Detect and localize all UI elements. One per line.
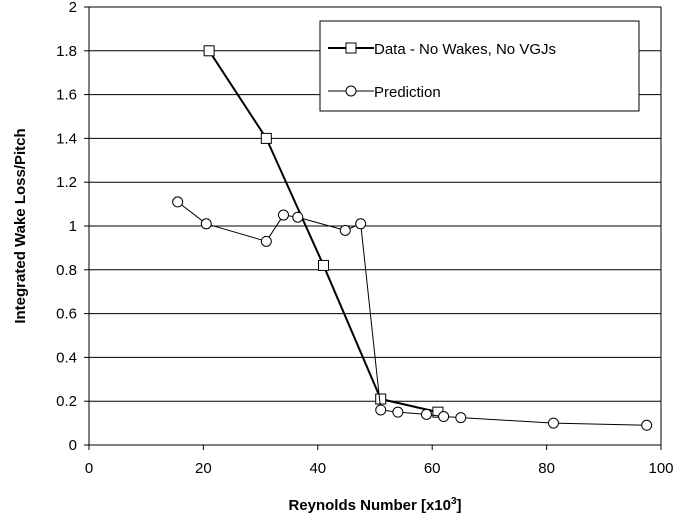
x-tick-label-3: 60 xyxy=(424,460,441,477)
y-tick-label-0: 0 xyxy=(69,437,77,454)
series-0 xyxy=(203,45,444,418)
x-tick-label-2: 40 xyxy=(309,460,326,477)
legend-box xyxy=(319,20,640,112)
y-axis-title: Integrated Wake Loss/Pitch xyxy=(12,128,29,323)
legend: Data - No Wakes, No VGJs Prediction xyxy=(319,20,640,112)
point-1-0 xyxy=(172,196,184,208)
y-tick-label-10: 2 xyxy=(69,0,77,16)
legend-marker-prediction xyxy=(345,85,357,97)
y-tick-label-6: 1.2 xyxy=(56,174,77,191)
point-1-11 xyxy=(455,412,467,424)
y-tick-label-4: 0.8 xyxy=(56,262,77,279)
point-1-13 xyxy=(641,419,653,431)
y-tick-label-5: 1 xyxy=(69,218,77,235)
point-1-1 xyxy=(200,218,212,230)
point-0-1 xyxy=(260,132,272,144)
x-axis-title: Reynolds Number [x103] xyxy=(288,496,461,514)
point-1-10 xyxy=(438,411,450,423)
y-tick-label-1: 0.2 xyxy=(56,393,77,410)
x-tick-label-5: 100 xyxy=(648,460,673,477)
series-1 xyxy=(172,196,653,431)
x-tick-label-0: 0 xyxy=(85,460,93,477)
point-1-8 xyxy=(392,406,404,418)
y-tick-label-3: 0.6 xyxy=(56,306,77,323)
legend-label-prediction: Prediction xyxy=(374,84,441,101)
axes xyxy=(84,6,662,450)
point-1-9 xyxy=(420,408,432,420)
point-0-0 xyxy=(203,45,215,57)
point-1-3 xyxy=(277,209,289,221)
point-0-2 xyxy=(318,259,330,271)
point-1-7 xyxy=(375,404,387,416)
point-1-6 xyxy=(355,218,367,230)
point-1-2 xyxy=(260,235,272,247)
y-tick-label-7: 1.4 xyxy=(56,130,77,147)
point-1-12 xyxy=(547,417,559,429)
y-tick-label-2: 0.4 xyxy=(56,349,77,366)
x-tick-label-1: 20 xyxy=(195,460,212,477)
legend-marker-data xyxy=(345,42,357,54)
y-tick-label-8: 1.6 xyxy=(56,87,77,104)
point-0-3 xyxy=(375,393,387,405)
legend-label-data: Data - No Wakes, No VGJs xyxy=(374,41,556,58)
x-tick-label-4: 80 xyxy=(538,460,555,477)
y-tick-label-9: 1.8 xyxy=(56,43,77,60)
tick-labels: 00.20.40.60.811.21.41.61.820 20 40 60 80 100 xyxy=(56,0,673,477)
point-1-4 xyxy=(292,211,304,223)
series-layer xyxy=(172,45,653,431)
point-1-5 xyxy=(339,224,351,236)
